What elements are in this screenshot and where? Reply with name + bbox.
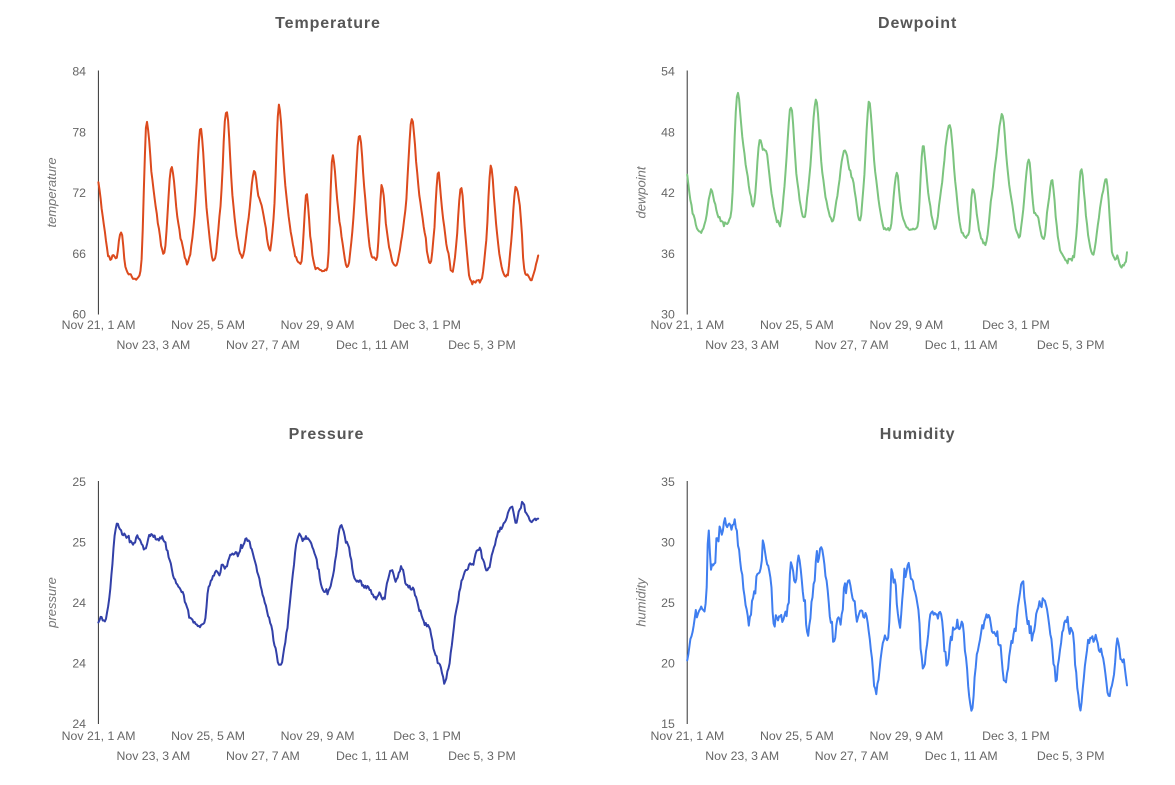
svg-text:Nov 29, 9 AM: Nov 29, 9 AM: [869, 318, 943, 332]
svg-text:Dec 5, 3 PM: Dec 5, 3 PM: [1037, 338, 1105, 352]
svg-text:Dec 1, 11 AM: Dec 1, 11 AM: [336, 749, 409, 763]
svg-text:pressure: pressure: [44, 577, 59, 629]
svg-text:66: 66: [72, 247, 86, 261]
svg-text:15: 15: [661, 717, 675, 731]
svg-text:Dec 3, 1 PM: Dec 3, 1 PM: [393, 729, 461, 743]
svg-text:Nov 25, 5 AM: Nov 25, 5 AM: [171, 729, 245, 743]
svg-text:Pressure: Pressure: [289, 426, 365, 443]
svg-text:Nov 25, 5 AM: Nov 25, 5 AM: [760, 318, 834, 332]
svg-text:Nov 23, 3 AM: Nov 23, 3 AM: [705, 749, 779, 763]
svg-text:Temperature: Temperature: [275, 15, 381, 32]
svg-text:25: 25: [661, 596, 675, 610]
svg-text:42: 42: [661, 186, 675, 200]
svg-text:Dec 1, 11 AM: Dec 1, 11 AM: [925, 338, 998, 352]
svg-text:25: 25: [72, 536, 86, 550]
svg-text:60: 60: [72, 308, 86, 322]
svg-text:72: 72: [72, 186, 86, 200]
svg-text:Nov 27, 7 AM: Nov 27, 7 AM: [226, 749, 300, 763]
svg-text:Nov 29, 9 AM: Nov 29, 9 AM: [281, 729, 355, 743]
svg-text:Dec 1, 11 AM: Dec 1, 11 AM: [925, 749, 998, 763]
svg-text:Nov 23, 3 AM: Nov 23, 3 AM: [705, 338, 779, 352]
svg-text:Nov 21, 1 AM: Nov 21, 1 AM: [62, 318, 136, 332]
svg-text:Dec 3, 1 PM: Dec 3, 1 PM: [982, 729, 1050, 743]
svg-text:24: 24: [72, 657, 86, 671]
svg-text:36: 36: [661, 247, 675, 261]
svg-text:Dec 3, 1 PM: Dec 3, 1 PM: [982, 318, 1050, 332]
svg-text:30: 30: [661, 536, 675, 550]
svg-text:Dec 3, 1 PM: Dec 3, 1 PM: [393, 318, 461, 332]
svg-text:Nov 25, 5 AM: Nov 25, 5 AM: [760, 729, 834, 743]
svg-text:Nov 21, 1 AM: Nov 21, 1 AM: [62, 729, 136, 743]
svg-text:humidity: humidity: [634, 577, 649, 627]
svg-text:48: 48: [661, 125, 675, 139]
svg-text:Nov 23, 3 AM: Nov 23, 3 AM: [116, 338, 190, 352]
svg-text:dewpoint: dewpoint: [634, 165, 649, 218]
svg-text:Nov 23, 3 AM: Nov 23, 3 AM: [116, 749, 190, 763]
svg-text:Dec 5, 3 PM: Dec 5, 3 PM: [448, 338, 516, 352]
svg-text:temperature: temperature: [44, 157, 59, 227]
svg-text:Nov 21, 1 AM: Nov 21, 1 AM: [650, 318, 724, 332]
svg-text:Dewpoint: Dewpoint: [878, 15, 957, 32]
svg-text:Nov 29, 9 AM: Nov 29, 9 AM: [281, 318, 355, 332]
svg-text:30: 30: [661, 308, 675, 322]
svg-text:Dec 5, 3 PM: Dec 5, 3 PM: [448, 749, 516, 763]
svg-text:Nov 21, 1 AM: Nov 21, 1 AM: [650, 729, 724, 743]
svg-text:78: 78: [72, 125, 86, 139]
svg-text:54: 54: [661, 65, 675, 79]
svg-text:Nov 25, 5 AM: Nov 25, 5 AM: [171, 318, 245, 332]
svg-text:35: 35: [661, 475, 675, 489]
svg-text:Dec 1, 11 AM: Dec 1, 11 AM: [336, 338, 409, 352]
svg-text:Dec 5, 3 PM: Dec 5, 3 PM: [1037, 749, 1105, 763]
svg-text:24: 24: [72, 596, 86, 610]
svg-text:25: 25: [72, 475, 86, 489]
svg-text:Nov 29, 9 AM: Nov 29, 9 AM: [869, 729, 943, 743]
svg-text:24: 24: [72, 717, 86, 731]
svg-text:Humidity: Humidity: [880, 426, 956, 443]
svg-text:Nov 27, 7 AM: Nov 27, 7 AM: [226, 338, 300, 352]
svg-text:Nov 27, 7 AM: Nov 27, 7 AM: [815, 749, 889, 763]
svg-text:84: 84: [72, 65, 86, 79]
svg-text:Nov 27, 7 AM: Nov 27, 7 AM: [815, 338, 889, 352]
svg-text:20: 20: [661, 657, 675, 671]
